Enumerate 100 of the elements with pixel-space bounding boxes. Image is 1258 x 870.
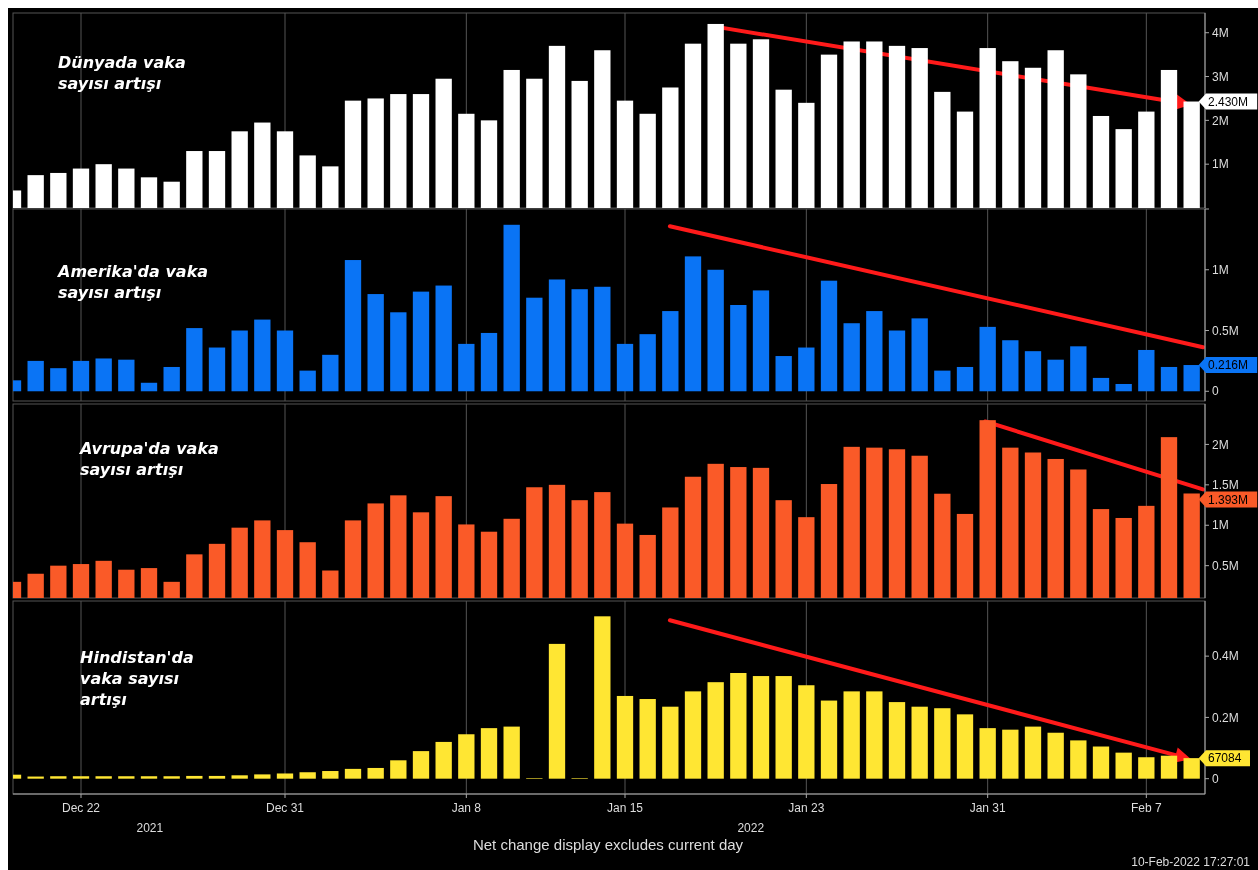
y-tick-label: 4M [1212,25,1229,40]
bar [820,700,838,779]
bar [684,691,702,779]
bar [1002,61,1019,208]
bar [276,773,294,779]
bar [888,330,906,392]
text: Amerika'da vaka sayısı artışı [56,262,209,302]
bar [1070,346,1087,392]
bar [27,360,44,392]
bar [548,45,566,208]
bar [1115,383,1132,392]
bar [118,359,135,392]
bar [798,347,815,392]
bar [231,131,248,208]
bar [730,305,747,392]
bar [730,43,747,208]
bar [299,155,316,208]
bar [843,323,860,392]
bar [208,775,226,779]
bar [480,120,498,208]
bar [344,768,362,779]
bar [956,366,974,392]
bar [1160,755,1178,779]
bar [548,643,566,779]
bar [503,69,520,208]
bar [979,326,996,392]
bar [752,676,770,779]
y-tick-label: 2M [1212,437,1229,452]
bar [775,676,792,779]
bar [322,771,339,779]
bar [299,370,316,392]
y-tick-label: 0.4M [1212,649,1239,664]
bar [639,113,656,208]
bar [1092,115,1110,208]
bar [798,102,815,208]
bar [72,360,90,392]
bar [95,164,112,208]
bar [548,279,566,392]
y-tick-label: 0.2M [1212,710,1239,725]
bar [1092,377,1110,392]
bar [72,776,90,779]
bar [231,775,248,779]
bar [50,172,67,208]
bar [72,168,90,208]
bar [344,100,362,208]
bar [1047,359,1064,392]
bar [1002,340,1019,392]
bar [140,776,158,779]
bar [412,94,430,208]
text: 2022 [737,821,765,835]
bar [1002,729,1019,779]
bar [186,151,203,208]
bar [254,774,271,779]
bar [367,767,384,779]
bar [979,48,996,208]
y-tick-label: 0.5M [1212,323,1239,338]
bar [276,330,294,392]
bar [707,269,724,392]
bar [888,45,906,208]
bar [390,94,407,208]
bar [186,775,203,779]
bar [820,54,838,208]
bar [911,318,928,392]
y-tick-label: 1.5M [1212,478,1239,493]
annotation: 1.393M [1208,492,1249,507]
bar [118,168,135,208]
bar [956,714,974,779]
bar [503,726,520,779]
text: Avrupa'da vaka sayısı artışı [78,439,219,479]
bar [866,41,883,208]
bar [571,289,588,392]
bar [27,175,44,208]
bar [956,111,974,208]
bar [1115,129,1132,208]
bar [458,113,475,208]
bar [435,285,452,392]
y-tick-label: 0.5M [1212,558,1239,573]
bar [1070,740,1087,779]
y-tick-label: 3M [1212,69,1229,84]
bar [662,87,679,208]
bar [299,772,316,779]
bar [140,177,158,208]
bar [231,330,248,392]
bar [911,48,928,208]
bar [934,91,951,208]
annotation: 2.430M [1208,94,1249,109]
bar [820,280,838,392]
bar [1160,69,1178,208]
x-tick-label: Jan 8 [451,801,482,815]
bar [571,80,588,208]
bar [480,728,498,779]
bar [254,122,271,208]
bar [480,332,498,392]
text: 2021 [136,821,164,835]
bar [412,291,430,392]
bar [50,776,67,779]
annotation: 0.216M [1208,358,1249,373]
bar [775,356,792,392]
bar [503,224,520,392]
y-tick-label: 0 [1212,771,1219,786]
